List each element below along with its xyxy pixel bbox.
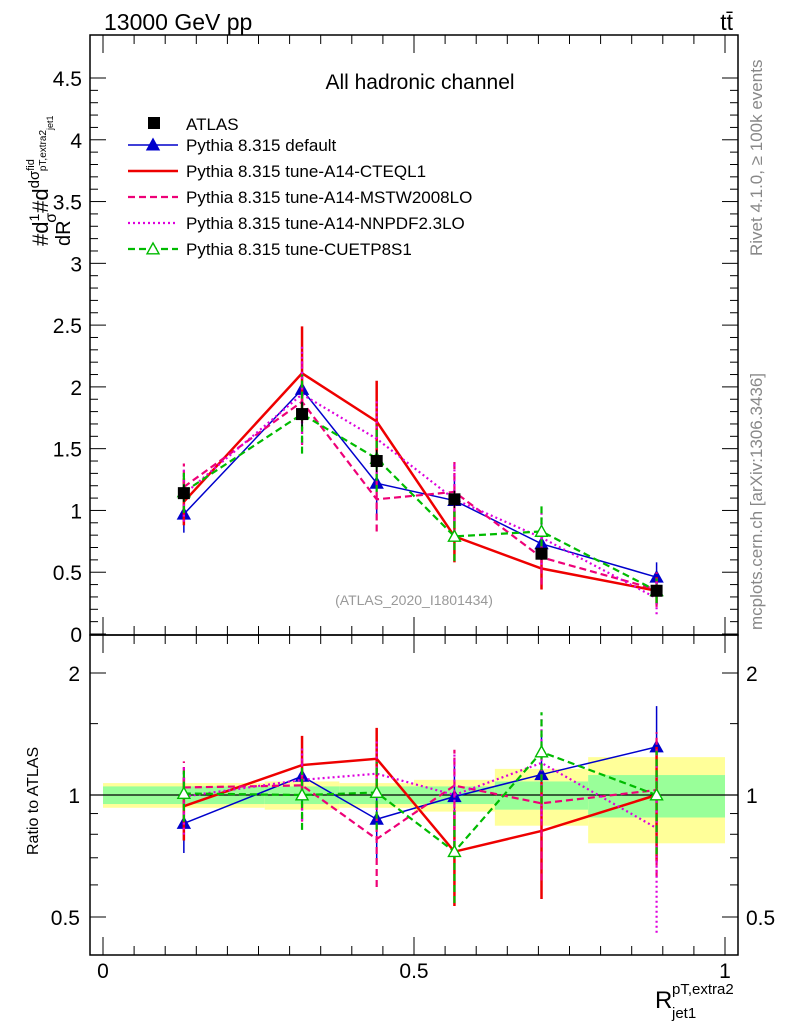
series-nnpdf [182, 344, 658, 615]
legend: ATLAS Pythia 8.315 default Pythia 8.315 t… [128, 115, 472, 259]
atlas-point [535, 547, 548, 560]
line-nnpdf [183, 392, 658, 600]
ratio-marker-cuetp [447, 844, 462, 858]
x-tick-label: 0 [97, 960, 109, 983]
svg-text:pT,extra2: pT,extra2 [672, 981, 734, 998]
ratio-series-cteql1 [182, 727, 658, 907]
main-y-tick-label: 1 [70, 500, 82, 523]
legend-label-cteql1: Pythia 8.315 tune-A14-CTEQL1 [186, 162, 426, 181]
ratio-y-tick-label-right: 2 [746, 663, 758, 686]
atlas-point [650, 584, 663, 597]
ratio-line-cuetp [183, 750, 657, 854]
ratio-y-tick-label-left: 0.5 [51, 907, 80, 930]
ratio-y-tick-label-right: 1 [746, 785, 758, 808]
line-cuetp [183, 412, 658, 592]
main-y-tick-label: 4.5 [53, 68, 82, 91]
axis-ticks: 0 0.5 1 1.5 2 2.5 3 3.5 4 4.5 0 0.5 1 0.5 1 2 0.5 1 2 [51, 35, 775, 983]
main-y-tick-label: 3.5 [53, 192, 82, 215]
rivet-label: Rivet 4.1.0, ≥ 100k events [747, 60, 766, 256]
ratio-y-tick-label-left: 1 [68, 785, 80, 808]
legend-atlas-marker [148, 117, 160, 129]
ratio-y-axis-label: Ratio to ATLAS [25, 747, 42, 855]
ratio-line-default [183, 746, 657, 825]
main-y-tick-label: 2 [70, 377, 82, 400]
ratio-y-tick-label-left: 2 [68, 663, 80, 686]
svg-text:dR: dR [53, 220, 75, 246]
process-label: tt̄ [720, 9, 733, 35]
legend-marker-cuetp [145, 241, 161, 255]
chart-title: All hadronic channel [325, 71, 514, 94]
main-y-axis-label: #d1σ#ddσfidpT,extra2jet1 dR [25, 115, 75, 246]
marker-cuetp [534, 524, 549, 537]
atlas-point [177, 487, 190, 500]
x-tick-label: 0.5 [399, 960, 428, 983]
svg-text:R: R [655, 987, 672, 1014]
main-y-tick-label: 3 [70, 253, 82, 276]
legend-label-default: Pythia 8.315 default [186, 136, 337, 155]
ratio-series-group [176, 706, 664, 933]
main-y-tick-label: 2.5 [53, 315, 82, 338]
main-y-tick-label: 1.5 [53, 439, 82, 462]
ratio-y-tick-label-right: 0.5 [746, 907, 775, 930]
series-atlas [177, 401, 663, 597]
marker-cuetp [447, 528, 462, 542]
legend-label-cuetp: Pythia 8.315 tune-CUETP8S1 [186, 240, 412, 259]
line-mstw [183, 400, 657, 591]
line-default [183, 388, 657, 578]
legend-label-nnpdf: Pythia 8.315 tune-A14-NNPDF2.3LO [186, 214, 465, 233]
legend-atlas-label: ATLAS [186, 115, 239, 134]
ratio-marker-cuetp [649, 787, 664, 801]
ratio-marker-cuetp [369, 785, 384, 799]
atlas-point [296, 408, 309, 421]
legend-marker-default [145, 137, 161, 151]
atlas-point [370, 455, 383, 468]
main-y-tick-label: 0.5 [53, 562, 82, 585]
main-series-group [176, 326, 664, 615]
main-y-tick-label: 0 [70, 624, 82, 647]
legend-label-mstw: Pythia 8.315 tune-A14-MSTW2008LO [186, 188, 472, 207]
atlas-point [448, 493, 461, 506]
series-mstw [182, 358, 658, 607]
ratio-line-mstw [183, 784, 657, 841]
energy-label: 13000 GeV pp [104, 9, 252, 35]
ratio-series-cuetp [176, 712, 664, 904]
main-y-tick-label: 4 [70, 130, 82, 153]
svg-text:jet1: jet1 [671, 1005, 696, 1022]
ratio-marker-cuetp [534, 744, 549, 758]
ratio-marker-cuetp [294, 787, 310, 801]
x-tick-label: 1 [719, 960, 731, 983]
ratio-line-cteql1 [183, 757, 657, 854]
line-cteql1 [182, 371, 657, 592]
ratio-marker-cuetp [176, 786, 192, 799]
x-axis-label: R pT,extra2 jet1 [655, 981, 734, 1022]
series-cteql1 [182, 326, 658, 605]
svg-text:#d1σ#ddσfidpT,extra2jet1: #d1σ#ddσfidpT,extra2jet1 [25, 115, 60, 246]
source-label: mcplots.cern.ch [arXiv:1306.3436] [747, 373, 766, 630]
series-cuetp [176, 374, 664, 604]
analysis-id: (ATLAS_2020_I1801434) [335, 592, 493, 608]
